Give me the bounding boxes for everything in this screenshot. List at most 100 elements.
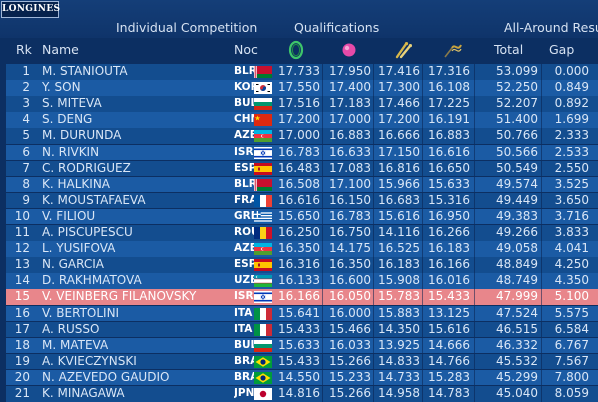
clubs-score-cell: 17.200 <box>378 112 420 127</box>
column-divider <box>474 305 475 321</box>
hoop-score-cell: 17.550 <box>278 80 320 95</box>
name-cell: A. RUSSO <box>42 321 100 336</box>
ribbon-score-cell: 16.650 <box>428 160 470 175</box>
table-row[interactable]: 4 S. DENG CHN 17.200 17.000 17.200 16.191 51.40… <box>6 112 598 128</box>
column-divider <box>322 225 323 241</box>
column-divider <box>422 176 423 193</box>
column-divider <box>474 176 475 193</box>
gap-cell: 0.892 <box>554 96 589 111</box>
column-divider <box>322 128 323 144</box>
column-divider <box>541 369 542 386</box>
noc-cell: AZE <box>234 129 257 142</box>
column-divider <box>422 353 423 370</box>
table-row[interactable]: 21 K. MINAGAWA JPN 14.816 15.266 14.958 14.783… <box>6 386 598 402</box>
column-divider <box>541 321 542 338</box>
table-row[interactable]: 11 A. PISCUPESCU ROU 16.250 16.750 14.116 16.2… <box>6 225 598 241</box>
name-cell: A. KVIECZYNSKI <box>42 353 137 368</box>
column-divider <box>322 80 323 96</box>
column-divider <box>322 241 323 257</box>
gap-cell: 4.041 <box>554 241 589 256</box>
table-row[interactable]: 18 M. MATEVA BUL 15.633 16.033 13.925 14.666 46… <box>6 337 598 354</box>
column-divider <box>422 337 423 354</box>
ball-score-cell: 17.950 <box>329 64 371 78</box>
table-row[interactable]: 12 L. YUSIFOVA AZE 16.350 14.175 16.525 16.183… <box>6 241 598 257</box>
name-cell: S. DENG <box>42 112 93 127</box>
table-row[interactable]: 5 M. DURUNDA AZE 17.000 16.883 16.666 16.883 50… <box>6 128 598 144</box>
hoop-score-cell: 15.433 <box>278 353 320 368</box>
gap-cell: 2.533 <box>554 144 589 159</box>
ribbon-score-cell: 17.225 <box>428 96 470 111</box>
column-divider <box>474 208 475 225</box>
column-divider <box>541 96 542 112</box>
column-divider <box>541 353 542 370</box>
uzb-flag-icon <box>254 275 272 288</box>
ribbon-score-cell: 16.616 <box>428 144 470 159</box>
table-row[interactable]: 2 Y. SON KOR 17.550 17.400 17.300 16.108 52.250… <box>6 80 598 96</box>
name-cell: N. RIVKIN <box>42 144 100 159</box>
ribbon-score-cell: 15.316 <box>428 192 470 207</box>
column-divider <box>322 192 323 209</box>
table-row[interactable]: 17 A. RUSSO ITA 15.433 15.466 14.350 15.616 46.… <box>6 321 598 338</box>
column-divider <box>474 241 475 257</box>
column-divider <box>373 273 374 289</box>
ball-score-cell: 17.083 <box>329 160 371 175</box>
rank-cell: 13 <box>14 257 30 272</box>
table-row-highlighted[interactable]: 15 V. VEINBERG FILANOVSKY ISR 16.166 16.050 1… <box>6 289 598 305</box>
table-row[interactable]: 13 N. GARCIA ESP 16.316 16.350 16.183 16.166 48… <box>6 257 598 273</box>
total-cell: 48.749 <box>496 273 538 288</box>
table-row[interactable]: 3 S. MITEVA BUL 17.516 17.183 17.466 17.225 52.… <box>6 96 598 112</box>
name-cell: N. AZEVEDO GAUDIO <box>42 369 170 384</box>
hoop-score-cell: 16.483 <box>278 160 320 175</box>
rank-cell: 7 <box>22 160 30 175</box>
clubs-score-cell: 14.833 <box>378 353 420 368</box>
noc-column-header: Noc <box>234 42 258 57</box>
ball-score-cell: 16.883 <box>329 128 371 143</box>
table-row[interactable]: 9 K. MOUSTAFAEVA FRA 16.616 16.150 16.683 15.3… <box>6 192 598 209</box>
total-cell: 51.400 <box>496 112 538 127</box>
event-title: All-Around Resu <box>504 20 598 35</box>
rank-cell: 14 <box>14 273 30 288</box>
total-cell: 49.449 <box>496 192 538 207</box>
name-cell: M. DURUNDA <box>42 128 122 143</box>
noc-cell: BLR <box>234 65 257 77</box>
column-divider <box>422 305 423 321</box>
column-divider <box>422 289 423 305</box>
column-divider <box>322 257 323 273</box>
name-cell: S. MITEVA <box>42 96 102 111</box>
column-divider <box>422 386 423 402</box>
table-row[interactable]: 6 N. RIVKIN ISR 16.783 16.633 17.150 16.616 50.… <box>6 144 598 160</box>
table-row[interactable]: 19 A. KVIECZYNSKI BRA 15.433 15.266 14.833 14.… <box>6 353 598 370</box>
table-row[interactable]: 7 C. RODRIGUEZ ESP 16.483 17.083 16.816 16.650… <box>6 160 598 177</box>
ball-score-cell: 17.100 <box>329 176 371 191</box>
bul-flag-icon <box>254 339 272 352</box>
column-divider <box>422 80 423 96</box>
rank-cell: 18 <box>14 337 30 352</box>
name-cell: V. FILIOU <box>42 208 96 223</box>
name-column-header: Name <box>42 42 79 57</box>
column-divider <box>541 225 542 241</box>
table-row[interactable]: 14 D. RAKHMATOVA UZB 16.133 16.600 15.908 16.0… <box>6 273 598 289</box>
table-row[interactable]: 1 M. STANIOUTA BLR 17.733 17.950 17.416 17.316… <box>6 64 598 80</box>
gap-cell: 4.250 <box>554 257 589 272</box>
ball-score-cell: 16.050 <box>329 289 371 304</box>
ribbon-score-cell: 16.108 <box>428 80 470 95</box>
longines-logo: LONGINES <box>1 1 60 18</box>
table-row[interactable]: 16 V. BERTOLINI ITA 15.641 16.000 15.883 13.12… <box>6 305 598 321</box>
gap-cell: 0.849 <box>554 80 589 95</box>
column-divider <box>474 353 475 370</box>
column-divider <box>541 64 542 80</box>
gap-column-header: Gap <box>549 42 575 57</box>
ball-score-cell: 15.266 <box>329 353 371 368</box>
column-divider <box>322 369 323 386</box>
total-cell: 49.058 <box>496 241 538 256</box>
clubs-score-cell: 15.908 <box>378 273 420 288</box>
table-row[interactable]: 10 V. FILIOU GRE 15.650 16.783 15.616 16.950 49… <box>6 208 598 225</box>
table-row[interactable]: 8 K. HALKINA BLR 16.508 17.100 15.966 15.633 49… <box>6 176 598 193</box>
rank-cell: 21 <box>14 386 30 400</box>
column-divider <box>541 160 542 177</box>
ribbon-score-cell: 15.283 <box>428 369 470 384</box>
table-row[interactable]: 20 N. AZEVEDO GAUDIO BRA 14.550 15.233 14.733… <box>6 369 598 386</box>
column-divider <box>422 64 423 80</box>
ribbon-score-cell: 17.316 <box>428 64 470 78</box>
gap-cell: 2.333 <box>554 128 589 143</box>
